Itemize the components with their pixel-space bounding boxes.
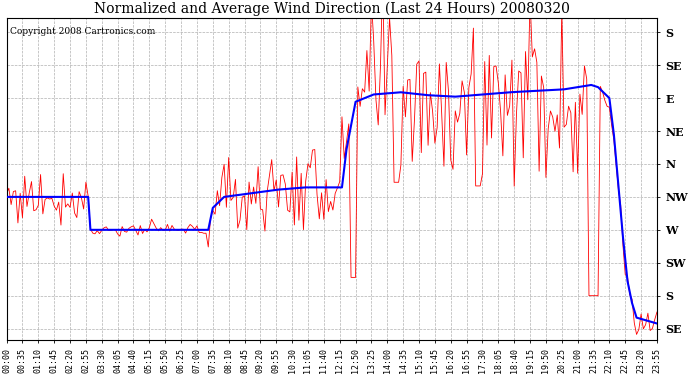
Title: Normalized and Average Wind Direction (Last 24 Hours) 20080320: Normalized and Average Wind Direction (L… — [94, 2, 570, 16]
Text: Copyright 2008 Cartronics.com: Copyright 2008 Cartronics.com — [10, 27, 155, 36]
